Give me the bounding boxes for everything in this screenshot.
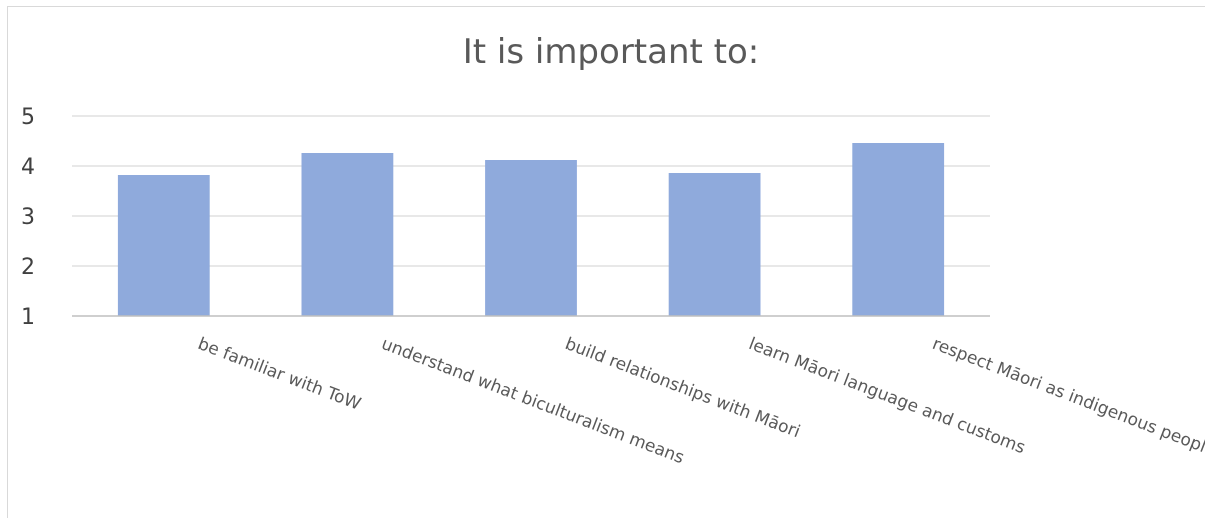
y-tick-labels: 1 2 3 4 5	[21, 105, 35, 330]
y-tick-label: 3	[21, 205, 35, 230]
chart-title: It is important to:	[462, 32, 760, 72]
x-category-label: be familiar with ToW	[195, 334, 364, 415]
x-category-labels: be familiar with ToW understand what bicu…	[195, 334, 1205, 468]
bar-2	[301, 153, 394, 316]
bars	[117, 143, 945, 316]
x-category-label: understand what biculturalism means	[379, 334, 687, 468]
bar-3	[485, 160, 577, 316]
y-tick-label: 1	[21, 305, 35, 330]
bar-1	[117, 175, 210, 316]
x-category-label: respect Māori as indigenous people	[929, 334, 1205, 461]
y-tick-label: 4	[21, 155, 35, 180]
bar-4	[668, 173, 761, 316]
y-tick-label: 2	[21, 255, 35, 280]
y-tick-label: 5	[21, 105, 35, 130]
bar-5	[852, 143, 945, 316]
